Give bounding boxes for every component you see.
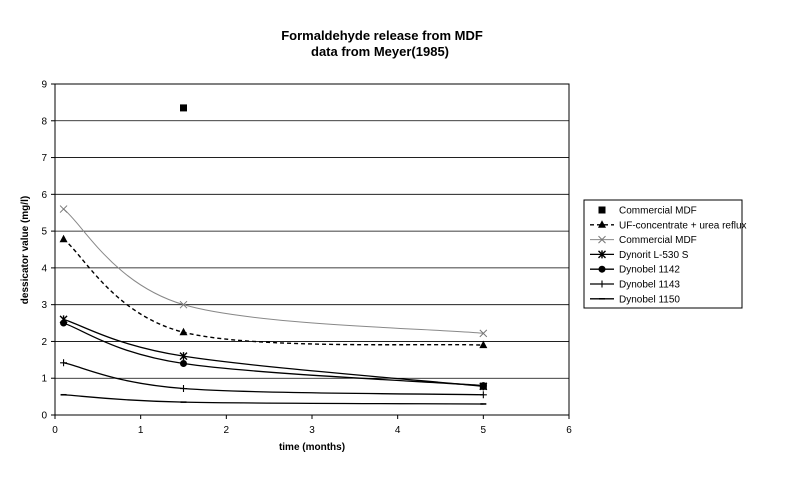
data-point xyxy=(179,352,188,361)
chart-title: Formaldehyde release from MDF xyxy=(281,28,483,43)
legend-label: Dynobel 1143 xyxy=(619,280,680,291)
x-tick-label: 5 xyxy=(481,425,487,436)
series-line xyxy=(63,322,484,387)
x-tick-label: 1 xyxy=(138,425,144,436)
y-tick-label: 5 xyxy=(41,227,47,238)
y-tick-label: 7 xyxy=(41,153,47,164)
data-point xyxy=(180,104,187,112)
legend-marker xyxy=(598,250,606,259)
legend-label: Dynobel 1142 xyxy=(619,265,680,276)
x-axis-ticks: 0 1 2 3 4 5 6 xyxy=(52,415,572,436)
y-tick-label: 9 xyxy=(41,80,47,91)
y-tick-label: 8 xyxy=(41,116,47,127)
data-point xyxy=(180,385,187,393)
x-axis-label: time (months) xyxy=(279,442,345,453)
series-2 xyxy=(59,205,488,338)
x-tick-label: 4 xyxy=(395,425,401,436)
gridlines xyxy=(55,83,569,416)
series-0 xyxy=(180,104,487,390)
legend-label: Commercial MDF xyxy=(619,206,697,217)
legend-label: Commercial MDF xyxy=(619,235,697,246)
data-point xyxy=(479,391,487,399)
legend: Commercial MDF UF-concentrate + urea refl… xyxy=(583,199,747,309)
y-axis-label: dessicator value (mg/l) xyxy=(20,196,31,304)
x-tick-label: 2 xyxy=(224,425,230,436)
series-layer xyxy=(59,104,488,405)
data-point xyxy=(60,359,68,367)
x-tick-label: 6 xyxy=(566,425,572,436)
legend-label: Dynobel 1150 xyxy=(619,294,680,305)
series-1 xyxy=(59,234,488,349)
series-4 xyxy=(60,319,487,390)
y-tick-label: 0 xyxy=(41,411,47,422)
data-point xyxy=(479,382,487,390)
legend-label: Dynorit L-530 S xyxy=(619,250,689,261)
chart-subtitle: data from Meyer(1985) xyxy=(311,44,449,59)
data-point xyxy=(479,329,488,338)
y-tick-label: 1 xyxy=(41,374,47,385)
data-point xyxy=(179,327,188,336)
plot-area-border xyxy=(54,83,570,416)
legend-marker xyxy=(598,235,606,244)
data-point xyxy=(60,319,68,327)
data-point xyxy=(59,234,68,243)
series-line xyxy=(63,362,484,396)
y-tick-label: 2 xyxy=(41,337,47,348)
series-line xyxy=(63,318,484,387)
data-point xyxy=(59,205,68,213)
y-tick-label: 3 xyxy=(41,300,47,311)
legend-marker xyxy=(598,220,606,228)
legend-marker xyxy=(598,206,606,214)
series-6 xyxy=(60,393,487,405)
data-point xyxy=(180,360,187,368)
y-tick-label: 4 xyxy=(41,263,47,274)
y-axis-ticks: 0 1 2 3 4 5 6 7 8 9 xyxy=(41,80,55,422)
series-line xyxy=(63,208,484,334)
legend-marker xyxy=(598,280,606,288)
y-tick-label: 6 xyxy=(41,190,47,201)
series-line xyxy=(63,394,484,405)
series-line xyxy=(63,238,484,346)
series-3 xyxy=(59,315,488,391)
data-point xyxy=(179,300,188,309)
x-tick-label: 3 xyxy=(309,425,315,436)
data-point xyxy=(479,340,488,349)
legend-marker xyxy=(598,265,606,273)
x-tick-label: 0 xyxy=(52,425,58,436)
series-5 xyxy=(60,359,487,399)
legend-label: UF-concentrate + urea reflux xyxy=(619,220,747,231)
